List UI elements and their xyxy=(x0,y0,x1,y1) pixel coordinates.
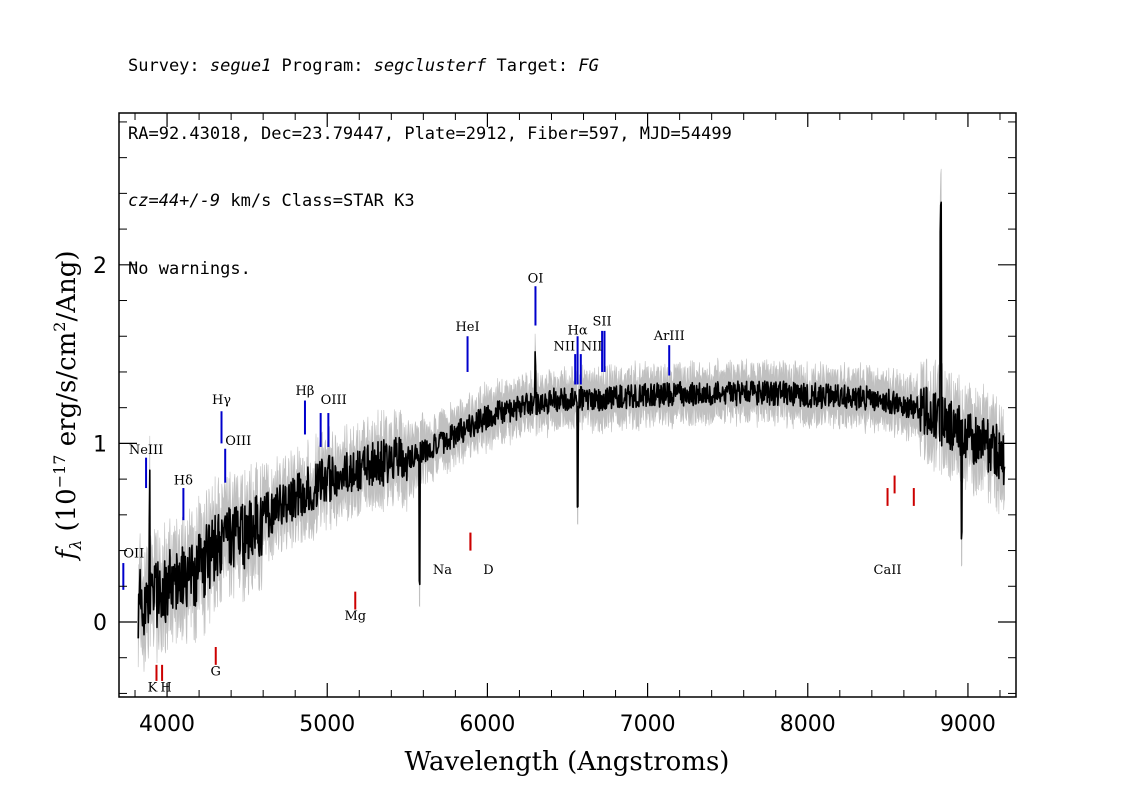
emission-line-label: Hβ xyxy=(296,384,315,399)
x-tick-label: 5000 xyxy=(299,712,355,737)
flux-layer xyxy=(137,201,1006,639)
y-axis-label: fλ (10−17 erg/s/cm2/Ang) xyxy=(50,250,85,561)
y-tick-label: 1 xyxy=(93,432,107,457)
emission-line-label: OI xyxy=(528,272,544,287)
absorption-line-label: Mg xyxy=(344,609,366,624)
x-axis-label: Wavelength (Angstroms) xyxy=(405,747,730,777)
program-label: Program: xyxy=(271,56,374,76)
y-axis-label-sub: λ xyxy=(66,540,85,551)
spectrum-header: Survey: segue1 Program: segclusterf Targ… xyxy=(128,10,732,303)
line-marker-layer xyxy=(122,286,915,681)
header-line-survey: Survey: segue1 Program: segclusterf Targ… xyxy=(128,55,732,78)
absorption-line-label: CaII xyxy=(874,563,902,578)
target-value: FG xyxy=(578,56,599,76)
emission-line-label: OII xyxy=(123,547,144,562)
y-axis-label-b: erg/s/cm xyxy=(52,332,82,455)
emission-line-label: ArIII xyxy=(653,329,685,344)
x-tick-label: 8000 xyxy=(780,712,836,737)
emission-line-label: Hα xyxy=(568,323,588,338)
survey-label: Survey: xyxy=(128,56,210,76)
absorption-line-label: Na xyxy=(433,563,452,578)
emission-line-label: NeIII xyxy=(129,443,163,458)
emission-line-label: NII xyxy=(581,340,603,355)
x-tick-label: 4000 xyxy=(139,712,195,737)
y-axis-label-c: /Ang) xyxy=(52,250,82,321)
y-axis-label-a: (10 xyxy=(52,488,82,540)
y-tick-label: 2 xyxy=(93,254,107,279)
emission-line-label: SII xyxy=(593,315,612,330)
y-axis-label-exp1: −17 xyxy=(50,455,69,489)
program-value: segclusterf xyxy=(373,56,487,76)
y-tick-label: 0 xyxy=(93,611,107,636)
class-value: km/s Class=STAR K3 xyxy=(220,191,415,211)
target-label: Target: xyxy=(486,56,579,76)
absorption-line-label: H xyxy=(160,681,171,696)
emission-line-label: HeI xyxy=(455,320,479,335)
y-axis-label-exp2: 2 xyxy=(50,322,69,332)
flux-line xyxy=(137,201,1006,639)
survey-value: segue1 xyxy=(209,56,272,76)
axis-ticks: 4000 5000 6000 7000 8000 9000 0 1 2 xyxy=(93,113,1016,737)
emission-line-label: NII xyxy=(554,340,576,355)
error-band xyxy=(137,168,1005,672)
absorption-line-label: K xyxy=(148,681,158,696)
x-tick-label: 9000 xyxy=(940,712,996,737)
emission-line-label: Hγ xyxy=(212,393,231,408)
error-band-layer xyxy=(137,168,1005,672)
redshift-value: cz=44+/-9 xyxy=(128,191,221,211)
plot-frame xyxy=(118,112,1017,698)
absorption-line-label: D xyxy=(483,563,493,578)
axes-frame xyxy=(118,112,1017,698)
emission-line-label: Hδ xyxy=(174,473,193,488)
header-line-redshift: cz=44+/-9 km/s Class=STAR K3 xyxy=(128,190,732,213)
header-line-warnings: No warnings. xyxy=(128,258,251,279)
x-tick-label: 7000 xyxy=(620,712,676,737)
emission-line-label: OIII xyxy=(225,434,251,449)
header-line-coordinates: RA=92.43018, Dec=23.79447, Plate=2912, F… xyxy=(128,123,732,144)
absorption-line-label: G xyxy=(211,665,221,680)
x-tick-label: 6000 xyxy=(459,712,515,737)
emission-line-label: OIII xyxy=(321,393,347,408)
